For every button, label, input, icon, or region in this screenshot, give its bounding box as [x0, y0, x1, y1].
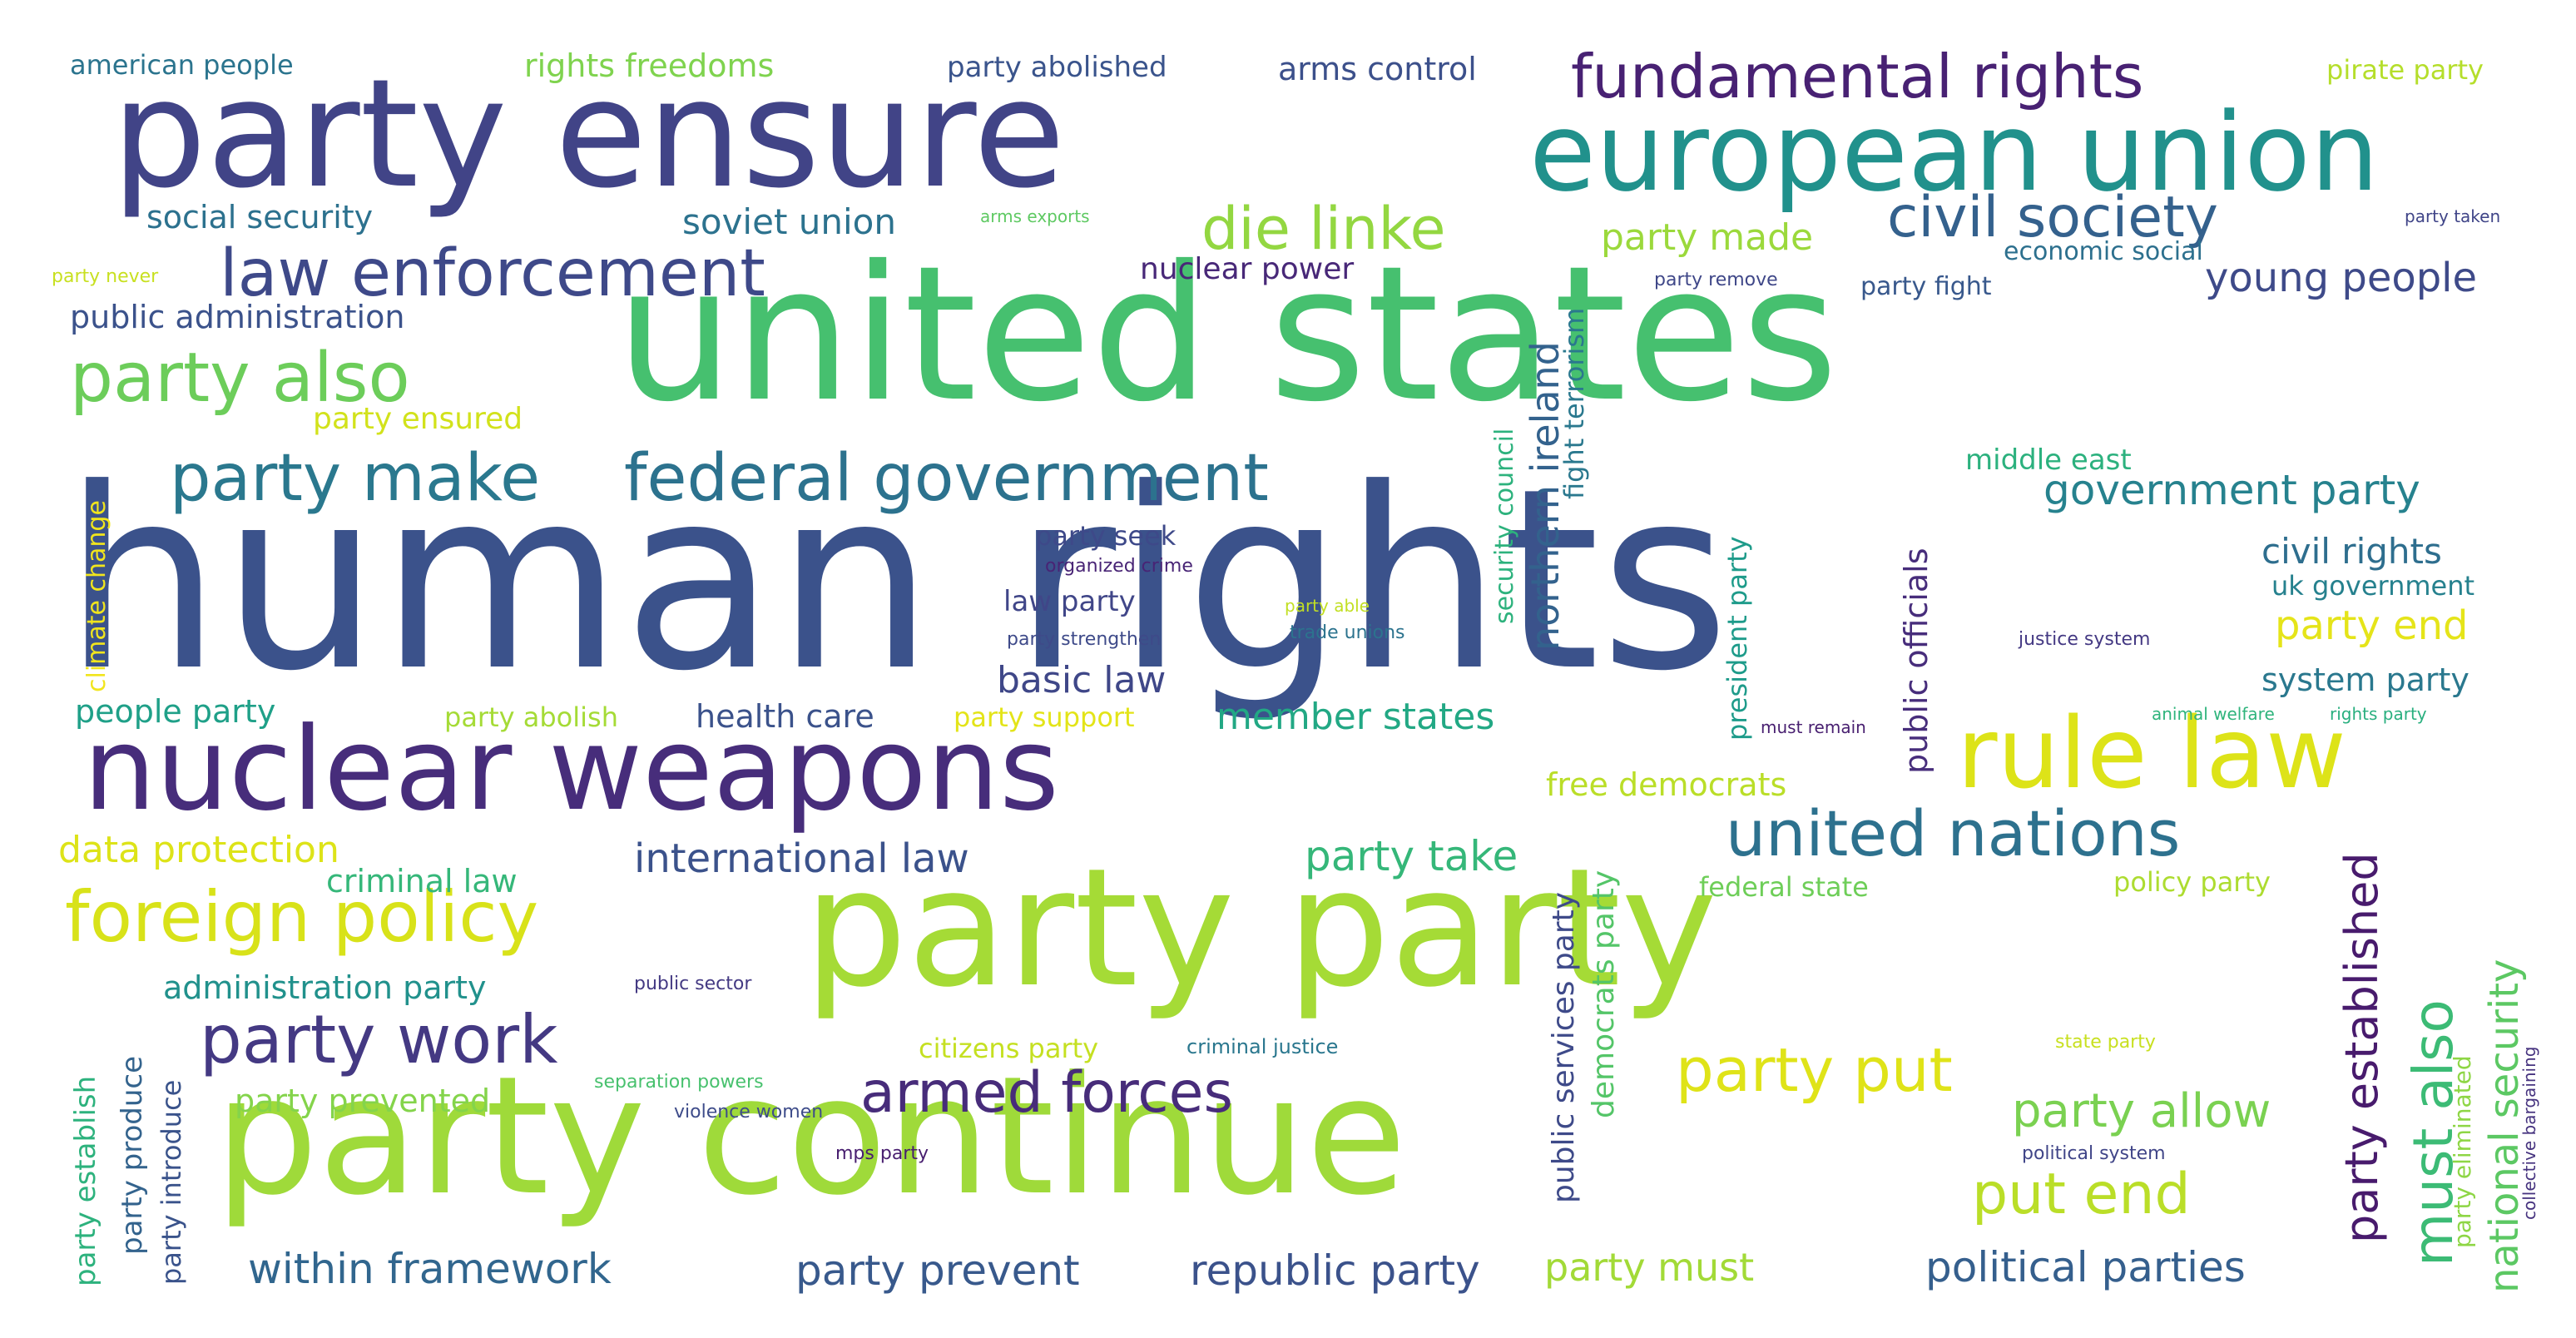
word-foreign-policy: foreign policy [65, 876, 539, 958]
word-armed-forces: armed forces [860, 1060, 1233, 1126]
word-party-also: party also [70, 339, 410, 418]
word-collective-bargaining: collective bargaining [2519, 1046, 2539, 1220]
word-public-sector: public sector [634, 974, 752, 994]
word-party-prevent: party prevent [795, 1246, 1080, 1295]
word-arms-exports: arms exports [980, 206, 1090, 226]
word-law-enforcement: law enforcement [220, 236, 765, 311]
word-economic-social: economic social [2004, 237, 2203, 266]
word-party-prevented: party prevented [235, 1083, 491, 1119]
word-party-work: party work [200, 1001, 558, 1078]
word-separation-powers: separation powers [594, 1072, 764, 1093]
word-public-officials: public officials [1898, 548, 1934, 775]
word-within-framework: within framework [248, 1245, 612, 1293]
word-put-end: put end [1972, 1162, 2191, 1227]
word-mps-party: mps party [835, 1143, 929, 1164]
word-member-states: member states [1216, 696, 1495, 738]
word-public-administration: public administration [70, 299, 405, 335]
word-policy-party: policy party [2113, 866, 2271, 898]
word-security-council: security council [1490, 428, 1519, 624]
word-party-continue: party continue [215, 1042, 1407, 1231]
word-president-party: president party [1721, 536, 1753, 741]
word-human-rights: human rights [63, 435, 1731, 726]
word-civil-rights: civil rights [2261, 531, 2442, 572]
word-fight-terrorism: fight terrorism [1558, 307, 1590, 499]
word-data-protection: data protection [58, 829, 339, 871]
word-party-introduce: party introduce [156, 1079, 187, 1285]
word-people-party: people party [75, 693, 276, 730]
word-party-support: party support [954, 701, 1135, 733]
word-party-ensure: party ensure [111, 47, 1066, 221]
word-party-remove: party remove [1654, 270, 1778, 290]
word-party-fight: party fight [1860, 272, 1992, 301]
word-trade-unions: trade unions [1290, 622, 1405, 643]
word-political-system: political system [2022, 1143, 2166, 1164]
word-party-produce: party produce [116, 1055, 149, 1255]
word-united-states: united states [616, 225, 1839, 443]
word-party-eliminated: party eliminated [2449, 1055, 2476, 1248]
word-must-remain: must remain [1761, 717, 1866, 737]
word-party-able: party able [1285, 596, 1370, 616]
word-social-security: social security [146, 199, 374, 235]
word-rights-freedoms: rights freedoms [524, 47, 775, 84]
word-young-people: young people [2205, 255, 2478, 301]
word-rights-party: rights party [2330, 704, 2427, 724]
word-party-take: party take [1305, 832, 1518, 880]
word-rule-law: rule law [1957, 696, 2346, 810]
word-soviet-union: soviet union [682, 201, 896, 242]
word-animal-welfare: animal welfare [2152, 704, 2275, 724]
word-civil-society: civil society [1887, 185, 2218, 250]
word-organized-crime: organized crime [1045, 556, 1193, 577]
word-justice-system: justice system [2019, 629, 2151, 650]
word-fundamental-rights: fundamental rights [1571, 42, 2144, 112]
word-european-union: european union [1529, 89, 2380, 216]
word-citizens-party: citizens party [919, 1033, 1099, 1064]
word-political-parties: political parties [1925, 1243, 2246, 1291]
word-party-seek: party seek [1035, 520, 1177, 552]
word-law-party: law party [1003, 585, 1136, 618]
word-public-services-party: public services party [1547, 891, 1581, 1203]
word-federal-state: federal state [1699, 871, 1869, 903]
word-middle-east: middle east [1965, 444, 2132, 477]
word-climate-change: climate change [82, 500, 111, 692]
word-die-linke: die linke [1201, 195, 1446, 263]
word-system-party: system party [2261, 662, 2469, 698]
word-free-democrats: free democrats [1546, 766, 1787, 803]
word-national-security: national security [2481, 959, 2528, 1293]
word-criminal-justice: criminal justice [1186, 1035, 1339, 1058]
word-administration-party: administration party [163, 969, 487, 1006]
word-nuclear-power: nuclear power [1140, 252, 1355, 286]
word-party-strengthen: party strengthen [1007, 629, 1162, 650]
word-party-ensured: party ensured [313, 402, 523, 436]
word-party-abolished: party abolished [947, 51, 1167, 84]
word-pirate-party: pirate party [2326, 54, 2484, 86]
word-republic-party: republic party [1190, 1246, 1480, 1295]
word-uk-government: uk government [2271, 570, 2475, 602]
word-arms-control: arms control [1278, 51, 1477, 87]
word-party-put: party put [1676, 1035, 1953, 1105]
word-party-allow: party allow [2012, 1084, 2271, 1138]
word-nuclear-weapons: nuclear weapons [83, 702, 1059, 836]
word-federal-government: federal government [624, 441, 1269, 516]
word-democrats-party: democrats party [1587, 870, 1621, 1118]
word-government-party: government party [2043, 466, 2420, 514]
word-state-party: state party [2055, 1032, 2156, 1053]
word-party-abolish: party abolish [444, 701, 618, 733]
word-party-made: party made [1601, 216, 1814, 259]
word-international-law: international law [634, 835, 969, 882]
word-party-end: party end [2275, 602, 2469, 649]
word-american-people: american people [70, 49, 294, 81]
word-party-taken: party taken [2405, 206, 2501, 226]
word-criminal-law: criminal law [326, 863, 518, 899]
word-party-party: party party [804, 834, 1718, 1023]
word-health-care: health care [696, 698, 874, 735]
word-basic-law: basic law [997, 659, 1167, 701]
word-violence-women: violence women [674, 1102, 824, 1122]
word-united-nations: united nations [1726, 796, 2181, 870]
word-party-establish: party establish [69, 1075, 102, 1286]
word-party-never: party never [52, 266, 159, 287]
word-party-must: party must [1544, 1245, 1755, 1290]
word-party-established: party established [2336, 852, 2388, 1243]
word-party-make: party make [170, 441, 541, 516]
